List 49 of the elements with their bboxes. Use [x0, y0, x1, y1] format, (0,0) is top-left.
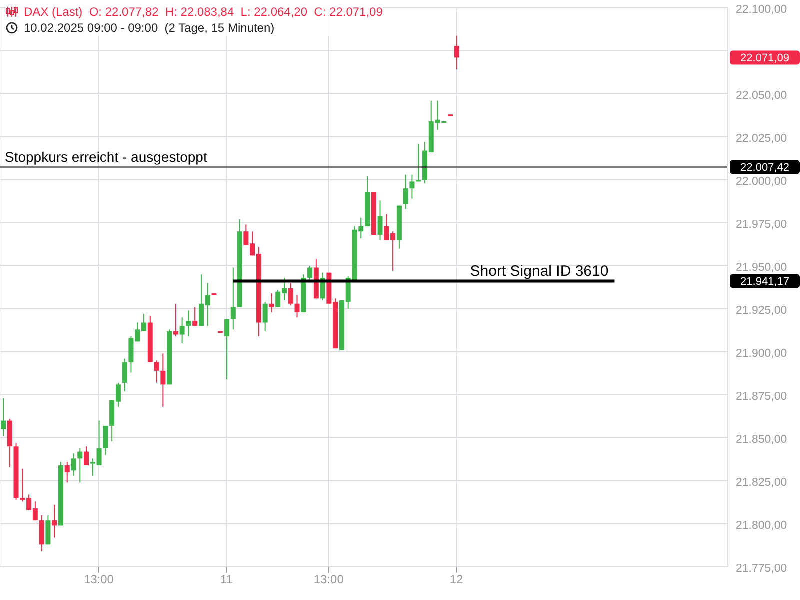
text: 21.941,17 — [740, 276, 790, 288]
candlestick — [173, 303, 178, 338]
candlestick — [403, 174, 408, 210]
text: 22.007,42 — [740, 162, 790, 174]
chart-title: DAX (Last) O: 22.077,82 H: 22.083,84 L: 22.064,20 C: 22.071,09 — [24, 4, 383, 20]
candlestick — [186, 310, 192, 338]
ref-line-label: Stoppkurs erreicht - ausgestoppt — [5, 149, 208, 166]
y-tick-label: 21.975,00 — [736, 219, 788, 232]
candlestick — [262, 302, 268, 332]
y-tick-label: 22.050,00 — [736, 90, 788, 102]
y-tick-label: 22.025,00 — [736, 133, 788, 146]
y-tick-label: 21.825,00 — [736, 477, 788, 490]
text: 22.071,09 — [740, 52, 790, 65]
y-tick-label: 21.925,00 — [736, 305, 788, 318]
candlestick — [224, 318, 230, 380]
candlestick — [308, 266, 313, 280]
candlestick — [230, 267, 236, 330]
candlestick — [154, 360, 160, 384]
y-tick-label: 21.850,00 — [736, 434, 788, 446]
candlestick — [160, 353, 166, 408]
candlestick — [294, 294, 300, 318]
y-tick-label: 21.800,00 — [736, 520, 788, 532]
y-tick-label: 22.000,00 — [736, 176, 788, 188]
y-tick-label: 22.100,00 — [736, 4, 788, 16]
x-tick-label: 12 — [450, 572, 464, 587]
x-tick-label: 13:00 — [314, 572, 344, 587]
x-tick-label: 13:00 — [84, 572, 114, 587]
candlestick — [1, 398, 6, 437]
x-tick-label: 11 — [220, 572, 234, 587]
y-tick-label: 21.775,00 — [736, 563, 788, 576]
y-tick-label: 21.875,00 — [736, 391, 788, 404]
candlestick — [71, 452, 76, 476]
candlestick — [378, 200, 383, 241]
candlestick — [288, 282, 294, 306]
y-tick-label: 21.900,00 — [736, 348, 788, 360]
candlestick — [410, 174, 415, 200]
candlestick — [192, 306, 198, 327]
candlestick — [454, 35, 460, 70]
candlestick — [180, 317, 185, 344]
candlestick — [78, 448, 83, 484]
y-tick-label: 21.950,00 — [736, 262, 788, 274]
text: 10.02.2025 09:00 - 09:00 (2 Tage, 15 Minuten) — [24, 20, 275, 36]
candlestick — [52, 504, 58, 538]
candlestick — [269, 293, 274, 313]
ref-line-label: Short Signal ID 3610 — [470, 263, 609, 280]
candlestick — [103, 425, 108, 456]
candlestick — [64, 462, 70, 484]
candlestick — [122, 358, 128, 392]
candlestick — [84, 446, 90, 466]
